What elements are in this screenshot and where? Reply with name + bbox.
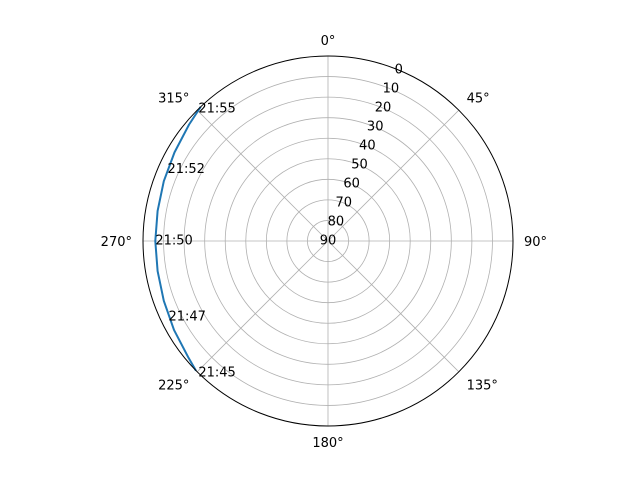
angular-gridline-225 <box>196 240 329 373</box>
radial-tick-label-30: 30 <box>367 120 384 135</box>
angular-gridline-135 <box>327 240 460 373</box>
angle-tick-label-225: 225° <box>158 379 189 394</box>
angle-tick-label-315: 315° <box>158 91 189 106</box>
radial-tick-label-80: 80 <box>328 215 345 230</box>
polar-frame <box>142 55 514 427</box>
time-label-1: 21:47 <box>168 310 205 325</box>
grid-layer <box>143 56 513 426</box>
radial-tick-label-70: 70 <box>335 196 352 211</box>
radial-tick-label-40: 40 <box>359 139 376 154</box>
angular-gridline-315 <box>196 109 329 242</box>
series-layer <box>154 106 202 372</box>
time-label-0: 21:45 <box>198 365 235 380</box>
radial-tick-label-20: 20 <box>375 101 392 116</box>
angle-tick-label-90: 90° <box>524 235 547 250</box>
angle-tick-label-0: 0° <box>321 34 336 49</box>
angle-tick-label-45: 45° <box>467 91 490 106</box>
angle-tick-label-270: 270° <box>101 235 132 250</box>
series-line-0 <box>154 106 202 372</box>
angular-gridline-45 <box>327 109 460 242</box>
time-label-3: 21:52 <box>167 162 204 177</box>
time-label-2: 21:50 <box>155 234 192 249</box>
angle-tick-label-135: 135° <box>467 379 498 394</box>
radial-tick-label-90: 90 <box>320 234 337 249</box>
label-layer: 0°45°90°135°180°225°270°315°010203040506… <box>101 34 547 451</box>
radial-tick-label-50: 50 <box>351 158 368 173</box>
angle-tick-label-180: 180° <box>312 436 343 451</box>
time-label-4: 21:55 <box>198 102 235 117</box>
radial-tick-label-10: 10 <box>383 82 400 97</box>
radial-tick-label-60: 60 <box>343 177 360 192</box>
